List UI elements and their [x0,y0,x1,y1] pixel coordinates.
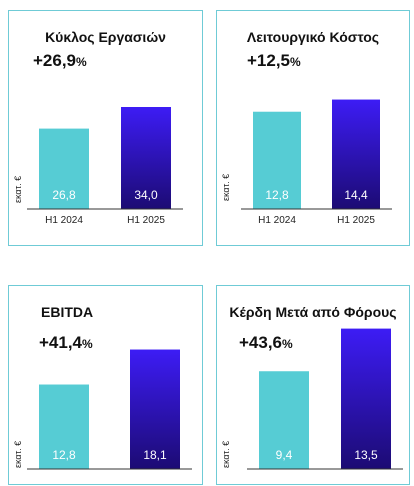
change-value: +12,5 [247,51,291,70]
bar-h1-2024 [253,111,301,209]
category-label: H1 2024 [258,215,296,226]
bar-h1-2024 [39,128,89,209]
bar-chart: 12,8 18,1 [27,349,192,470]
bar-h1-2025 [121,107,171,209]
change-value: +26,9 [33,51,77,70]
bar-h1-2025 [130,349,180,469]
change-unit: % [82,337,93,351]
bar-value-label: 14,4 [344,188,368,202]
change-value: +41,4 [39,333,83,352]
bar-value-label: 13,5 [354,448,378,462]
bar-value-label: 9,4 [276,448,293,462]
change-value: +43,6 [239,333,283,352]
chart-title: EBITDA [41,304,94,320]
change-unit: % [76,55,87,69]
category-label: H1 2024 [45,215,83,226]
bar-h1-2024 [259,371,309,469]
category-label: H1 2025 [337,215,375,226]
bar-value-label: 12,8 [52,448,76,462]
bar-chart: 26,8 H1 2024 34,0 H1 2025 [27,107,183,226]
change-unit: % [290,55,301,69]
bar-h1-2025 [332,99,380,209]
bar-chart: 9,4 13,5 [247,328,403,470]
bar-chart: 12,8 H1 2024 14,4 H1 2025 [241,99,392,226]
bar-value-label: 18,1 [143,448,167,462]
change-percent: +43,6% [239,333,293,353]
chart-panel-ebitda: EBITDA +41,4% εκατ. € 12,8 18,1 [8,285,203,485]
change-unit: % [282,337,293,351]
chart-panel-operating-cost: Λειτουργικό Κόστος +12,5% εκατ. € 12,8 H1… [216,10,410,246]
change-percent: +12,5% [247,51,301,71]
bar-value-label: 12,8 [265,188,289,202]
chart-panel-revenue: Κύκλος Εργασιών +26,9% εκατ. € 26,8 H1 20… [8,10,203,246]
bar-h1-2024 [39,384,89,469]
chart-title: Κέρδη Μετά από Φόρους [229,304,397,320]
chart-title: Κύκλος Εργασιών [45,29,166,45]
change-percent: +41,4% [39,333,93,353]
category-label: H1 2025 [127,215,165,226]
bar-h1-2025 [341,328,391,469]
bar-value-label: 34,0 [134,188,158,202]
change-percent: +26,9% [33,51,87,71]
bar-value-label: 26,8 [52,188,76,202]
chart-title: Λειτουργικό Κόστος [246,29,380,45]
chart-panel-net-profit: Κέρδη Μετά από Φόρους +43,6% εκατ. € 9,4… [216,285,410,485]
